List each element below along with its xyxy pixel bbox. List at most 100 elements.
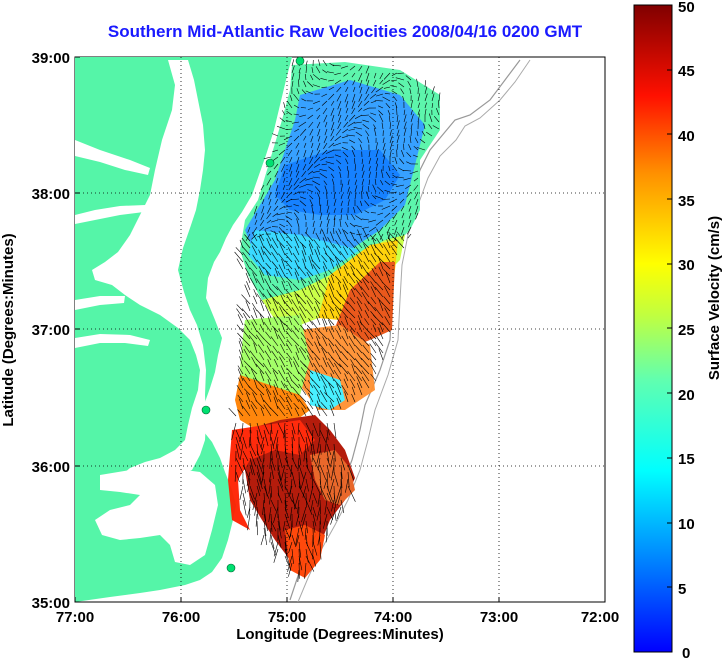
velocity-vector: [261, 443, 265, 455]
velocity-vector: [307, 114, 314, 120]
velocity-vector: [298, 562, 300, 579]
velocity-vector: [333, 215, 336, 221]
velocity-vector: [361, 178, 364, 186]
velocity-vector: [341, 385, 349, 396]
velocity-vector: [311, 259, 321, 270]
velocity-vector: [364, 210, 370, 214]
velocity-vector: [337, 100, 342, 110]
velocity-vector: [351, 288, 356, 298]
velocity-vector: [333, 218, 336, 228]
velocity-vector: [318, 198, 321, 207]
velocity-vector: [250, 400, 258, 410]
velocity-vector: [408, 144, 412, 151]
velocity-vector: [247, 513, 251, 531]
velocity-vector: [417, 113, 421, 123]
velocity-vector: [295, 142, 300, 149]
velocity-vector: [370, 281, 377, 291]
velocity-vector: [365, 72, 370, 82]
velocity-vector: [375, 149, 379, 158]
velocity-vector: [228, 407, 237, 417]
colorbar-tick-label: 30: [678, 257, 695, 274]
velocity-vector: [329, 62, 335, 67]
velocity-vector: [253, 342, 258, 354]
velocity-vector: [274, 267, 279, 277]
velocity-vector: [309, 156, 314, 165]
velocity-vector: [360, 364, 370, 375]
velocity-vector: [349, 297, 356, 305]
velocity-vector: [313, 100, 321, 104]
velocity-vector: [310, 378, 321, 389]
velocity-vector: [381, 205, 391, 210]
velocity-vector: [361, 114, 370, 116]
velocity-vector: [264, 384, 272, 396]
velocity-vector: [251, 233, 258, 240]
velocity-vector: [335, 316, 342, 326]
velocity-vector: [376, 186, 384, 193]
velocity-vector: [277, 218, 286, 221]
velocity-vector: [324, 436, 328, 454]
velocity-vector: [294, 268, 300, 277]
velocity-vector: [312, 422, 319, 437]
velocity-vector: [328, 166, 335, 172]
velocity-vector: [414, 137, 419, 144]
velocity-vector: [282, 230, 293, 242]
velocity-vector: [286, 367, 293, 375]
velocity-vector: [339, 250, 349, 263]
velocity-vector: [320, 364, 328, 375]
velocity-vector: [363, 107, 370, 111]
velocity-vector: [361, 170, 365, 179]
velocity-vector: [335, 485, 342, 503]
velocity-vector: [330, 107, 335, 116]
velocity-vector: [354, 158, 356, 165]
velocity-vector: [256, 464, 262, 483]
velocity-vector: [293, 191, 300, 195]
velocity-vector: [372, 184, 377, 193]
velocity-vector: [241, 237, 251, 249]
velocity-vector: [358, 72, 363, 82]
velocity-vector: [415, 198, 419, 206]
velocity-vector: [298, 266, 307, 277]
velocity-vector: [416, 78, 419, 88]
velocity-vector: [276, 238, 286, 249]
velocity-vector: [242, 252, 251, 263]
velocity-vector: [317, 342, 328, 354]
velocity-vector: [278, 230, 286, 242]
velocity-vector: [328, 93, 335, 101]
velocity-vector: [327, 338, 335, 347]
velocity-vector: [284, 471, 286, 484]
velocity-vector: [269, 293, 279, 305]
velocity-vector: [365, 65, 370, 74]
velocity-vector: [282, 308, 293, 319]
velocity-vector: [244, 323, 251, 333]
velocity-vector: [310, 135, 314, 143]
velocity-vector: [351, 393, 356, 403]
velocity-vector: [235, 443, 240, 460]
velocity-vector: [353, 335, 363, 347]
velocity-vector: [349, 378, 356, 389]
velocity-vector: [240, 335, 251, 347]
velocity-vector: [291, 492, 296, 510]
velocity-vector: [389, 122, 391, 130]
velocity-vector: [236, 324, 244, 333]
velocity-vector: [365, 191, 370, 200]
velocity-vector: [403, 177, 412, 181]
velocity-vector: [399, 198, 405, 204]
velocity-vector: [244, 345, 251, 354]
velocity-vector: [312, 555, 316, 567]
grid-lines: [75, 57, 605, 602]
velocity-vector: [370, 253, 377, 263]
velocity-vector: [289, 228, 293, 235]
velocity-vector: [350, 231, 356, 242]
velocity-vector: [322, 261, 328, 270]
velocity-vector: [343, 275, 349, 284]
velocity-vector: [326, 218, 330, 228]
velocity-vector: [312, 180, 321, 186]
velocity-vector: [283, 177, 286, 183]
velocity-vector: [294, 128, 300, 132]
velocity-vector: [370, 243, 377, 256]
colorbar-tick-labels: 50 45 40 35 30 25 20 15 10 5 0: [678, 0, 695, 659]
velocity-vector: [295, 163, 300, 173]
velocity-vector: [244, 373, 251, 382]
velocity-vector: [289, 156, 293, 163]
